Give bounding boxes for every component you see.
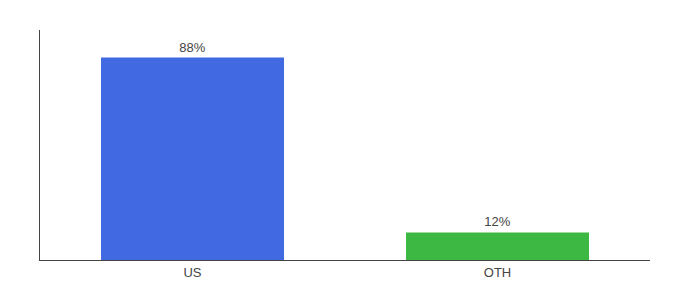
- svg-text:OTH: OTH: [484, 265, 511, 280]
- svg-text:US: US: [183, 265, 201, 280]
- svg-text:12%: 12%: [484, 214, 510, 229]
- svg-text:88%: 88%: [179, 40, 205, 55]
